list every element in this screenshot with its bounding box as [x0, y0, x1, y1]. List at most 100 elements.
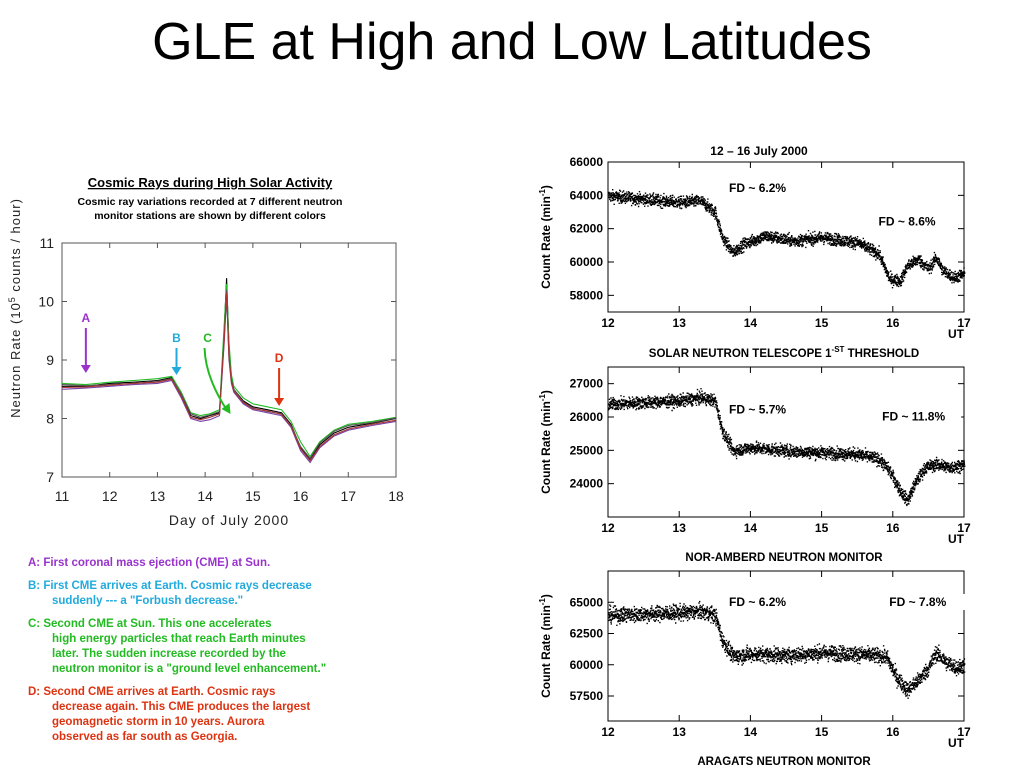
neutron-series-line — [62, 278, 397, 461]
y-tick-label: 65000 — [570, 595, 604, 609]
annotation-arrowhead-A — [80, 365, 91, 373]
y-tick-label: 60000 — [570, 255, 604, 269]
y-tick-label: 24000 — [570, 477, 604, 491]
x-tick-label: 17 — [957, 316, 971, 330]
x-tick-label: 16 — [886, 521, 900, 535]
annotation-label-C: C — [203, 331, 212, 345]
y-tick-label: 66000 — [570, 155, 604, 169]
slide-title: GLE at High and Low Latitudes — [152, 13, 872, 71]
x-tick-label: 14 — [744, 316, 758, 330]
x-tick-label: 14 — [197, 488, 213, 504]
neutron-series-line — [61, 283, 397, 458]
y-tick-label: 27000 — [570, 377, 604, 391]
note-line: high energy particles that reach Earth m… — [52, 633, 306, 645]
chart-subtitle-line-1: Cosmic ray variations recorded at 7 diff… — [78, 196, 343, 208]
ut-label: UT — [948, 736, 965, 750]
y-tick-label: 62500 — [570, 627, 604, 641]
fd-label-bg — [726, 180, 809, 196]
chart-title: Cosmic Rays during High Solar Activity — [88, 175, 333, 190]
caption-solar-neutron-telescope: SOLAR NEUTRON TELESCOPE 1-ST THRESHOLD — [649, 345, 919, 360]
annotation-arrowhead-B — [171, 367, 182, 375]
annotation-notes: A: First coronal mass ejection (CME) at … — [28, 556, 508, 753]
annotation-arrow-C — [203, 347, 229, 412]
x-tick-label: 15 — [245, 488, 261, 504]
y-tick-label: 7 — [46, 469, 54, 485]
annotation-label-D: D — [275, 351, 284, 365]
annotation-arrowhead-D — [274, 398, 285, 406]
fd-label-bg — [726, 401, 809, 418]
fd-label-bg — [879, 408, 962, 425]
note-heading: C: Second CME at Sun. This one accelerat… — [28, 618, 272, 630]
chart-subtitle-line-2: monitor stations are shown by different … — [94, 210, 326, 222]
x-tick-label: 12 — [601, 725, 615, 739]
x-tick-label: 13 — [673, 521, 687, 535]
y-tick-label: 58000 — [570, 288, 604, 302]
note-B: B: First CME arrives at Earth. Cosmic ra… — [28, 579, 508, 609]
ut-label: UT — [948, 327, 965, 341]
fd-label: FD ~ 6.2% — [729, 595, 786, 609]
neutron-series-line — [61, 289, 397, 460]
note-heading: A: First coronal mass ejection (CME) at … — [28, 557, 271, 569]
count-rate-points — [608, 600, 966, 699]
plot-frame — [607, 366, 965, 518]
x-tick-label: 17 — [957, 725, 971, 739]
x-tick-label: 12 — [601, 521, 615, 535]
x-tick-label: 13 — [150, 488, 166, 504]
x-tick-label: 14 — [744, 521, 758, 535]
fd-label: FD ~ 11.8% — [882, 409, 945, 423]
note-line: observed as far south as Georgia. — [52, 731, 238, 743]
neutron-monitor-charts: 12 – 16 July 2000 SOLAR NEUTRON TELESCOP… — [538, 144, 971, 768]
y-tick-label: 11 — [39, 235, 54, 251]
note-line: suddenly --- a "Forbush decrease." — [52, 595, 244, 607]
annotation-label-A: A — [82, 311, 91, 325]
y-tick-label: 10 — [38, 294, 54, 310]
x-tick-label: 16 — [886, 316, 900, 330]
y-axis-label: Count Rate (min-1) — [538, 390, 553, 494]
right-chart-title: 12 – 16 July 2000 — [710, 144, 808, 158]
x-tick-label: 12 — [102, 488, 118, 504]
fd-label: FD ~ 6.2% — [729, 181, 786, 195]
y-tick-label: 57500 — [570, 689, 604, 703]
x-tick-label: 11 — [55, 488, 70, 504]
y-axis-label: Count Rate (min-1) — [538, 185, 553, 289]
x-tick-label: 17 — [340, 488, 356, 504]
x-tick-label: 15 — [815, 521, 829, 535]
y-tick-label: 60000 — [570, 658, 604, 672]
y-tick-label: 64000 — [570, 188, 604, 202]
note-line: decrease again. This CME produces the la… — [52, 701, 311, 713]
y-tick-label: 8 — [46, 411, 54, 427]
x-tick-label: 16 — [886, 725, 900, 739]
ut-label: UT — [948, 532, 965, 546]
fd-label: FD ~ 5.7% — [729, 403, 786, 417]
x-tick-label: 13 — [673, 316, 687, 330]
plot-frame — [607, 570, 965, 722]
y-tick-label: 62000 — [570, 222, 604, 236]
x-axis-label: Day of July 2000 — [169, 512, 289, 528]
fd-label-bg — [875, 213, 958, 230]
fd-label-bg — [886, 594, 969, 610]
x-tick-label: 12 — [601, 316, 615, 330]
y-axis-label: Count Rate (min-1) — [538, 594, 553, 698]
x-tick-label: 15 — [815, 316, 829, 330]
annotation-label-B: B — [172, 331, 181, 345]
fd-label-bg — [726, 594, 809, 610]
note-line: neutron monitor is a "ground level enhan… — [52, 663, 327, 675]
cosmic-rays-chart: Cosmic Rays during High Solar Activity C… — [7, 175, 404, 528]
y-tick-label: 26000 — [570, 410, 604, 424]
y-axis-label: Neutron Rate (105 counts / hour) — [7, 198, 23, 418]
fd-label: FD ~ 8.6% — [879, 214, 936, 228]
count-rate-points — [608, 189, 966, 289]
note-line: geomagnetic storm in 10 years. Aurora — [52, 716, 265, 728]
x-tick-label: 14 — [744, 725, 758, 739]
annotation-arrowhead-C — [221, 403, 231, 414]
note-C: C: Second CME at Sun. This one accelerat… — [28, 617, 508, 677]
y-tick-label: 9 — [46, 352, 54, 368]
neutron-series-line — [61, 295, 397, 464]
caption-nor-amberd: NOR-AMBERD NEUTRON MONITOR — [685, 552, 883, 564]
x-tick-label: 17 — [957, 521, 971, 535]
x-tick-label: 16 — [293, 488, 309, 504]
plot-frame — [607, 161, 965, 313]
